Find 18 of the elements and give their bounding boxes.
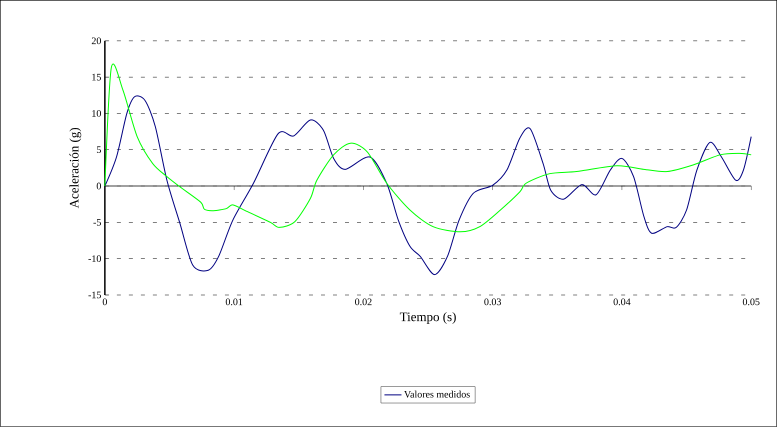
x-tick-label: 0.01 <box>226 298 242 306</box>
y-axis-title: Aceleración (g) <box>69 128 82 208</box>
y-tick-label: 15 <box>92 74 101 81</box>
x-axis-title: Tiempo (s) <box>400 312 456 324</box>
x-tick-label: 0 <box>102 298 107 306</box>
y-tick-label: -10 <box>88 255 101 262</box>
y-tick-label: 20 <box>92 38 101 44</box>
line-series <box>104 96 752 276</box>
y-tick-label: -15 <box>88 292 101 298</box>
x-tick-label: 0.03 <box>484 298 501 306</box>
y-tick-label: 5 <box>96 146 101 154</box>
y-tick-label: 10 <box>92 110 101 117</box>
x-tick-label: 0.02 <box>355 298 372 306</box>
y-tick-label: -5 <box>93 219 101 226</box>
x-tick-label: 0.05 <box>742 298 760 306</box>
legend-label: Valores medidos <box>404 390 470 398</box>
x-tick-label: 0.04 <box>614 298 630 306</box>
y-tick-label: 0 <box>96 182 101 190</box>
